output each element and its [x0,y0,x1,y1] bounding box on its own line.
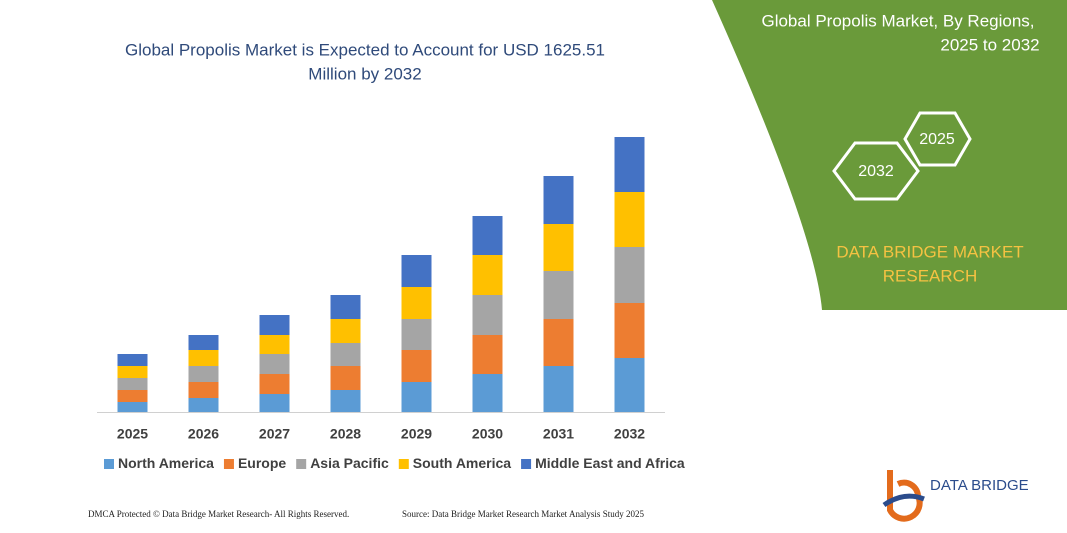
legend-label: South America [413,455,511,471]
bar-segment [543,319,574,366]
logo-text: DATA BRIDGE [930,477,1029,494]
bar-segment [188,366,219,382]
x-tick-label: 2026 [188,426,219,442]
footer-left: DMCA Protected © Data Bridge Market Rese… [88,509,349,519]
logo-icon [882,493,925,508]
bar-segment [259,394,290,412]
bar-segment [117,390,148,402]
bar-segment [401,255,432,287]
hex-label: 2025 [919,131,955,148]
bar-segment [117,354,148,366]
bar-segment [188,350,219,366]
bar-segment [472,216,503,255]
bar-segment [117,366,148,378]
bar-segment [614,137,645,192]
bar-segment [472,335,503,374]
bar-segment [330,390,361,412]
panel-title: Global Propolis Market, By Regions, [761,11,1034,30]
bar-segment [543,366,574,412]
bar-segment [472,295,503,335]
bar-segment [614,303,645,358]
bar-segment [330,319,361,343]
green-panel [712,0,1067,310]
bar-segment [259,315,290,335]
brand-text: DATA BRIDGE MARKET [836,242,1023,261]
bar-segment [401,287,432,319]
bar-segment [330,366,361,390]
x-tick-label: 2029 [401,426,432,442]
x-tick-label: 2025 [117,426,148,442]
chart-title: Million by 2032 [308,64,421,83]
bar-segment [117,378,148,390]
hex-label: 2032 [858,163,894,180]
bar-segment [401,350,432,382]
x-tick-label: 2032 [614,426,645,442]
bar-segment [401,382,432,412]
legend-swatch [104,459,114,469]
x-tick-label: 2027 [259,426,290,442]
bar-segment [188,382,219,398]
bar-segment [330,343,361,366]
bar-segment [543,176,574,224]
legend-label: Europe [238,455,286,471]
x-tick-label: 2028 [330,426,361,442]
bar-segment [259,374,290,394]
bar-segment [472,374,503,412]
logo-icon [887,470,923,522]
bar-segment [330,295,361,319]
legend-swatch [223,459,234,469]
bar-segment [614,247,645,303]
hexagon [832,141,920,201]
bar-segment [188,398,219,412]
bar-segment [259,354,290,374]
legend-swatch [398,459,409,469]
bar-segment [614,358,645,412]
hexagon [903,111,972,167]
bar-segment [614,192,645,247]
bar-segment [543,224,574,271]
chart-title: Global Propolis Market is Expected to Ac… [125,40,605,59]
bar-segment [401,319,432,350]
bar-segment [543,271,574,319]
bar-segment [259,335,290,354]
brand-text: RESEARCH [883,266,977,285]
footer-right: Source: Data Bridge Market Research Mark… [402,509,644,519]
bar-segment [188,335,219,350]
panel-title: 2025 to 2032 [940,35,1039,54]
logo: DATA BRIDGE [882,470,1029,522]
bar-segment [472,255,503,295]
legend-swatch [296,459,307,469]
x-tick-label: 2031 [543,426,574,442]
x-tick-label: 2030 [472,426,503,442]
legend-swatch [521,459,532,469]
legend-label: Middle East and Africa [535,455,685,471]
legend-label: Asia Pacific [310,455,389,471]
legend-label: North America [118,455,214,471]
bar-segment [117,402,148,412]
